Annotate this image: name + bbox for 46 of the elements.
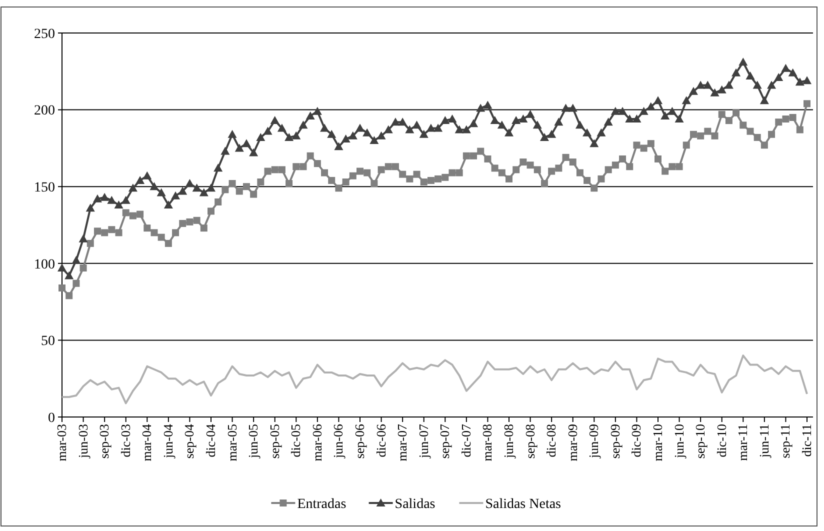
x-tick-label: mar-04 [139, 424, 154, 462]
x-tick-label: jun-11 [756, 424, 772, 458]
y-tick-label: 250 [34, 26, 55, 42]
x-tick-label: dic-04 [203, 424, 218, 458]
x-tick-label: dic-03 [118, 424, 133, 458]
x-tick-label: sep-03 [96, 424, 112, 459]
x-tick-label: sep-10 [692, 424, 708, 459]
x-tick-label: sep-09 [607, 424, 622, 459]
x-tick-label: dic-06 [373, 424, 388, 458]
y-tick-label: 50 [41, 334, 55, 350]
legend-label: Salidas Netas [485, 496, 562, 512]
x-tick-label: sep-06 [352, 424, 367, 459]
x-tick-label: dic-08 [544, 424, 559, 458]
x-tick-label: jun-07 [416, 424, 431, 459]
x-tick-label: mar-05 [224, 424, 240, 462]
x-tick-label: mar-03 [54, 424, 69, 462]
x-tick-label: mar-07 [394, 424, 410, 462]
x-tick-label: mar-11 [735, 424, 750, 461]
x-tick-label: dic-07 [458, 424, 474, 458]
x-tick-label: jun-09 [586, 424, 602, 459]
x-tick-label: jun-05 [246, 424, 261, 459]
x-tick-label: dic-05 [288, 424, 304, 458]
x-tick-label: mar-10 [650, 424, 665, 462]
x-tick-label: dic-09 [628, 424, 644, 458]
x-tick-label: sep-04 [182, 424, 197, 459]
x-tick-label: sep-11 [778, 424, 793, 458]
x-tick-label: jun-10 [671, 424, 686, 459]
x-tick-label: mar-06 [309, 424, 324, 462]
x-tick-label: jun-08 [501, 424, 516, 459]
y-tick-label: 0 [48, 410, 55, 426]
x-tick-label: dic-11 [799, 424, 814, 457]
x-tick-label: sep-07 [437, 424, 452, 459]
y-tick-label: 150 [34, 180, 55, 196]
line-series [61, 354, 808, 404]
x-tick-label: dic-10 [714, 424, 729, 458]
x-tick-label: mar-08 [480, 424, 495, 462]
x-tick-label: jun-04 [160, 424, 176, 459]
x-tick-label: sep-05 [266, 424, 282, 459]
x-tick-label: jun-03 [75, 424, 90, 459]
y-tick-label: 200 [34, 104, 55, 119]
legend-label: Entradas [297, 496, 346, 512]
legend-label: Salidas [394, 496, 436, 512]
x-tick-label: sep-08 [522, 424, 538, 459]
x-tick-label: jun-06 [330, 424, 346, 459]
y-tick-label: 100 [34, 257, 55, 272]
x-tick-label: mar-09 [564, 424, 580, 462]
